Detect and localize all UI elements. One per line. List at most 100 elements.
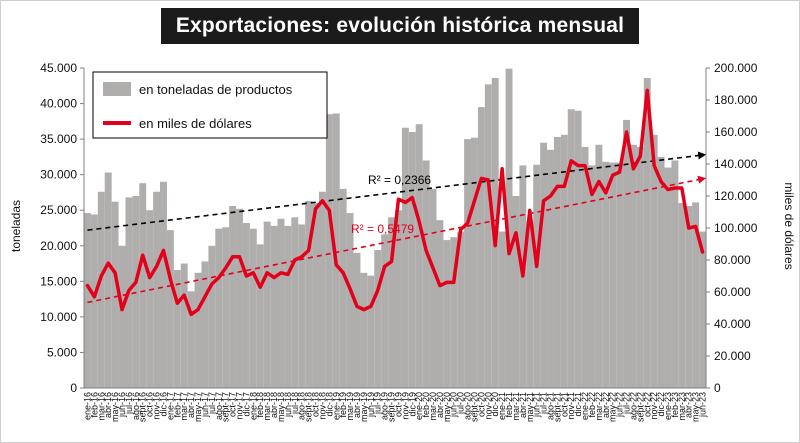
legend-label-bars: en toneladas de productos — [139, 82, 293, 97]
x-tick-label: nov-18 — [317, 392, 327, 420]
bar — [388, 217, 395, 388]
bar — [332, 113, 340, 388]
x-tick-label: sept-16 — [138, 392, 148, 422]
bar — [284, 225, 292, 388]
x-tick-label: jul-18 — [290, 392, 300, 415]
x-tick-label: feb-20 — [421, 392, 431, 418]
x-tick-label: may-17 — [193, 392, 203, 422]
bar — [581, 146, 589, 388]
x-tick-label: may-19 — [359, 392, 369, 422]
bar — [291, 217, 299, 388]
x-tick-label: nov-20 — [483, 392, 493, 420]
x-tick-label: ene-23 — [663, 392, 673, 420]
y-axis-label-left: toneladas — [9, 200, 23, 252]
y-tick-label-right: 140.000 — [714, 157, 758, 171]
bar — [671, 160, 679, 388]
x-tick-label: sept-21 — [552, 392, 562, 422]
bar — [249, 228, 257, 388]
bar — [678, 203, 686, 388]
y-tick-label-left: 15.000 — [40, 274, 77, 288]
x-tick-label: dic-20 — [490, 392, 500, 417]
x-tick-label: sept-18 — [304, 392, 314, 422]
bar — [139, 183, 147, 388]
x-tick-label: jul-20 — [456, 392, 466, 415]
x-tick-label: oct-21 — [559, 392, 569, 417]
bar — [629, 144, 637, 388]
y-tick-label-left: 45.000 — [40, 61, 77, 75]
x-tick-label: may-16 — [110, 392, 120, 422]
bar — [318, 191, 326, 388]
bar — [560, 134, 568, 388]
line-series — [85, 88, 705, 317]
x-tick-label: nov-22 — [649, 392, 659, 420]
bar — [180, 263, 188, 388]
legend-label-line: en miles de dólares — [139, 116, 252, 131]
bar — [242, 223, 250, 388]
y-tick-label-right: 100.000 — [714, 221, 758, 235]
x-tick-label: jul-19 — [373, 392, 383, 415]
bar — [464, 139, 472, 388]
bar — [505, 68, 513, 389]
y-tick-label-left: 20.000 — [40, 239, 77, 253]
bar — [325, 114, 333, 388]
trendline-bars — [87, 151, 707, 231]
y-tick-label-left: 0 — [70, 381, 77, 395]
bar — [208, 245, 216, 388]
bar — [595, 144, 603, 388]
bar — [90, 214, 98, 388]
bar — [574, 110, 582, 389]
bar — [643, 77, 651, 389]
x-tick-label: ene-20 — [414, 392, 424, 420]
y-tick-label-right: 180.000 — [714, 93, 758, 107]
x-tick-label: jun-21 — [532, 392, 542, 418]
x-tick-label: feb-23 — [670, 392, 680, 418]
bar — [97, 191, 105, 388]
x-tick-label: oct-18 — [311, 392, 321, 417]
bar — [443, 240, 451, 388]
x-tick-label: dic-16 — [158, 392, 168, 417]
bar — [381, 234, 389, 388]
x-tick-label: nov-21 — [566, 392, 576, 420]
x-tick-label: sept-20 — [469, 392, 479, 422]
x-tick-label: ago-16 — [131, 392, 141, 420]
x-tick-label: ene-17 — [165, 392, 175, 420]
x-tick-label: may-22 — [608, 392, 618, 422]
bar — [360, 272, 368, 388]
x-tick-label: jul-22 — [622, 392, 632, 415]
x-tick-label: feb-21 — [504, 392, 514, 418]
series-line — [85, 88, 705, 317]
x-tick-label: mar-16 — [96, 392, 106, 421]
y-tick-label-right: 60.000 — [714, 285, 751, 299]
bar — [616, 162, 624, 388]
x-tick-label: mar-21 — [511, 392, 521, 421]
y-tick-label-right: 20.000 — [714, 349, 751, 363]
x-tick-label: ago-21 — [546, 392, 556, 420]
x-tick-label: abr-18 — [269, 392, 279, 418]
x-tick-label: nov-16 — [152, 392, 162, 420]
tick-labels: 0 5.000 10.000 15.000 20.000 25.000 30.000 35.0… — [40, 61, 757, 422]
x-tick-label: ene-16 — [82, 392, 92, 420]
bar — [312, 203, 319, 388]
legend-box — [92, 71, 328, 139]
bar — [215, 228, 223, 388]
x-tick-label: oct-17 — [228, 392, 238, 417]
bar — [588, 165, 596, 388]
trendline-line — [87, 175, 707, 304]
bar — [657, 156, 665, 388]
y-tick-label-left: 10.000 — [40, 310, 77, 324]
legend: en toneladas de productos en miles de dó… — [92, 71, 328, 139]
x-tick-label: feb-19 — [338, 392, 348, 418]
x-tick-label: mar-23 — [677, 392, 687, 421]
bar — [609, 162, 617, 388]
bar — [298, 224, 306, 388]
y-tick-label-left: 25.000 — [40, 203, 77, 217]
x-tick-label: ene-19 — [331, 392, 341, 420]
x-tick-label: jun-20 — [449, 392, 459, 418]
bar — [222, 227, 230, 388]
bar — [339, 188, 347, 388]
x-tick-label: abr-20 — [435, 392, 445, 418]
x-tick-label: oct-20 — [476, 392, 486, 417]
bar — [277, 218, 285, 388]
bar — [636, 146, 644, 388]
x-tick-label: sept-17 — [221, 392, 231, 422]
